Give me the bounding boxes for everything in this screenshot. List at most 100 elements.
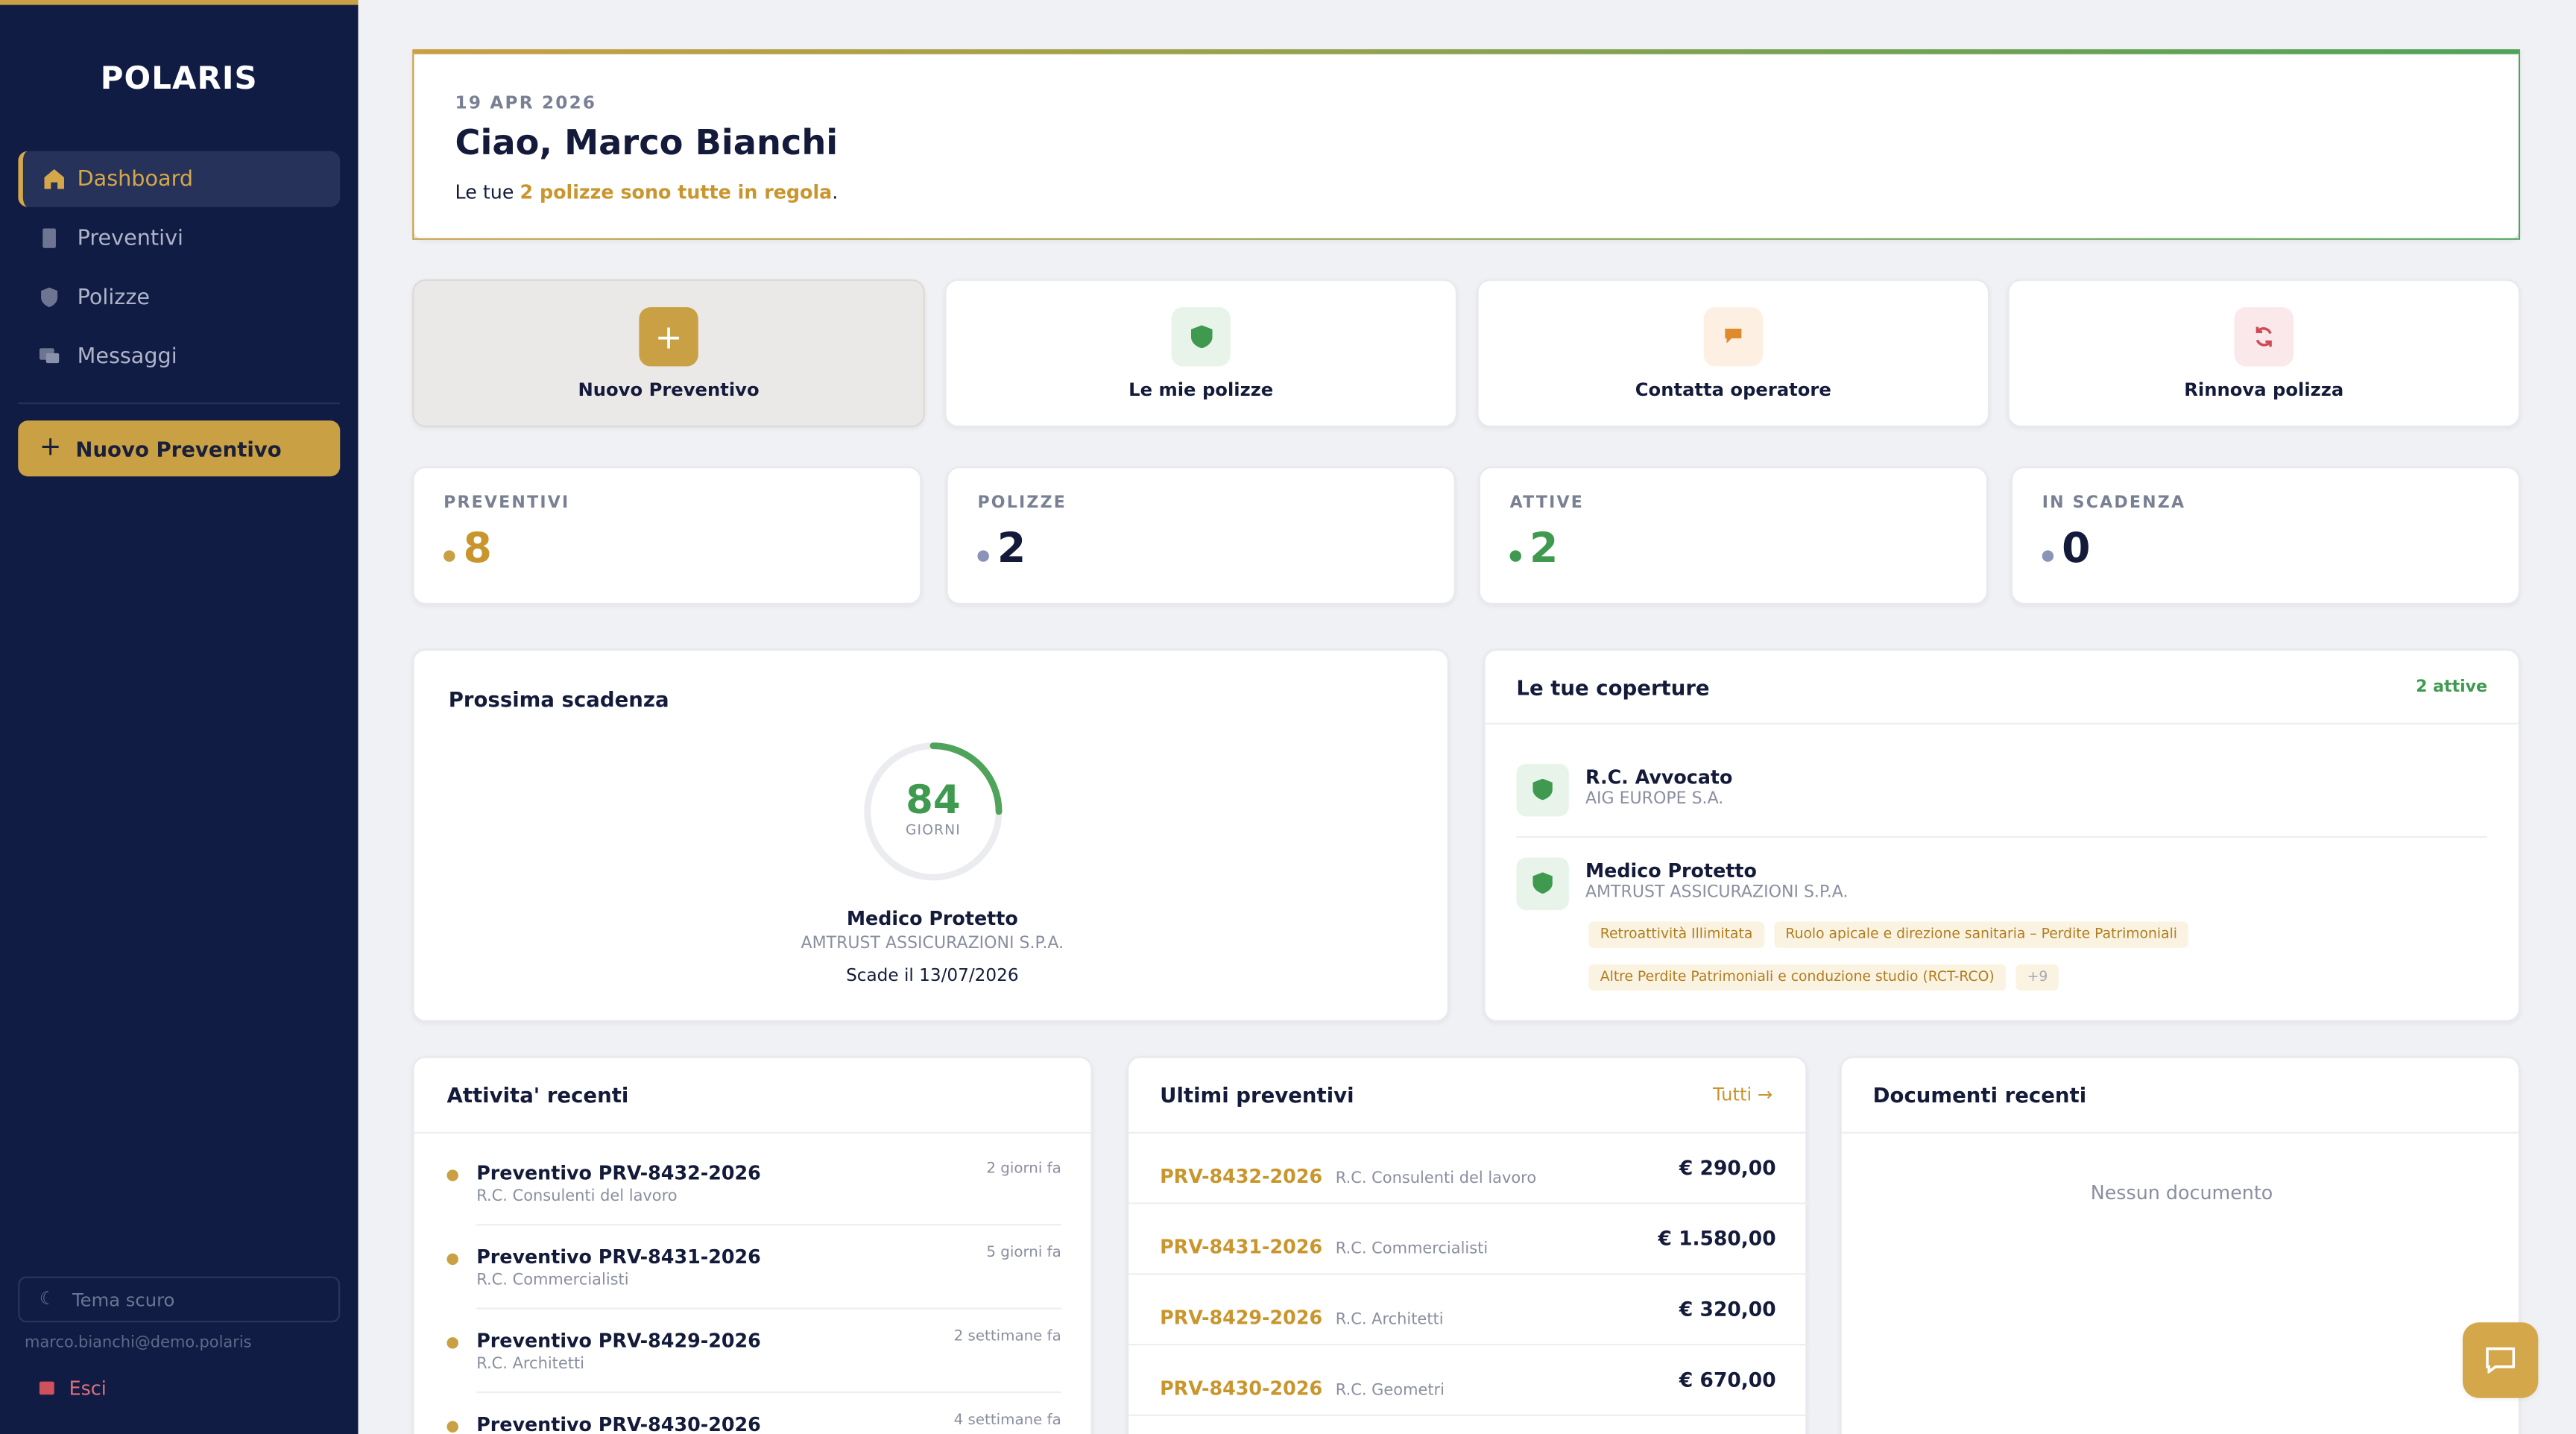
icon: + (639, 307, 698, 367)
stat-label: PREVENTIVI (443, 494, 570, 513)
divider (476, 1224, 1061, 1226)
quote-row[interactable]: PRV-8432-2026 R.C. Consulenti del lavoro €… (1128, 1134, 1809, 1204)
coverage-name: Medico Protetto (1585, 859, 1757, 882)
divider (1128, 1273, 1809, 1275)
divider (1128, 1414, 1809, 1416)
card-title: Attivita' recenti (446, 1082, 629, 1108)
logo[interactable]: POLARIS (100, 60, 258, 98)
quote-amount: € 1.580,00 (1658, 1227, 1776, 1251)
user-email: marco.bianchi@demo.polaris (25, 1333, 252, 1352)
activity-item[interactable]: Preventivo PRV-8429-2026 R.C. Architetti 2… (414, 1329, 1093, 1408)
stat-label: ATTIVE (1509, 494, 1585, 513)
icon (39, 348, 60, 364)
logout-label: Esci (69, 1377, 107, 1400)
expiry-date: Scade il 13/07/2026 (846, 966, 1019, 986)
quote-line: PRV-8429-2026 R.C. Architetti (1160, 1299, 1443, 1330)
separator (18, 402, 341, 405)
text: . (832, 180, 839, 204)
activity-item[interactable]: Preventivo PRV-8430-2026 4 settimane fa (414, 1413, 1093, 1434)
activity-subtitle: R.C. Commercialisti (476, 1271, 629, 1290)
quote-amount: € 670,00 (1679, 1368, 1776, 1392)
quotes-card: Ultimi preventivi Tutti → PRV-8432-2026 R… (1127, 1056, 1809, 1434)
stat-card: PREVENTIVI 8 (412, 466, 922, 605)
nav-item[interactable]: Dashboard (18, 151, 341, 207)
quote-row[interactable]: PRV-8430-2026 R.C. Geometri € 670,00 (1128, 1345, 1809, 1416)
action-card[interactable]: + Nuovo Preventivo (412, 279, 925, 428)
action-card[interactable]: Le mie polizze (944, 279, 1458, 428)
stat-value: 2 (1530, 524, 1559, 572)
stat-card: POLIZZE 2 (946, 466, 1456, 605)
nav-item[interactable]: Preventivi (18, 210, 340, 266)
action-card[interactable]: Rinnova polizza (2007, 279, 2521, 428)
stat-value: 0 (2062, 524, 2091, 572)
action-label: Contatta operatore (1635, 379, 1831, 401)
divider (476, 1307, 1061, 1310)
nav-item[interactable]: Messaggi (18, 329, 340, 385)
divider (1841, 1131, 2519, 1134)
quote-line: PRV-8432-2026 R.C. Consulenti del lavoro (1160, 1158, 1536, 1190)
quote-amount: € 320,00 (1679, 1298, 1776, 1321)
icon (42, 228, 56, 248)
dot (977, 550, 989, 562)
activity-time: 4 settimane fa (953, 1412, 1061, 1430)
nav-label: Dashboard (77, 166, 194, 192)
quote-line: PRV-8430-2026 R.C. Geometri (1160, 1370, 1445, 1401)
quote-code: PRV-8431-2026 (1160, 1235, 1323, 1259)
status-dot (446, 1337, 458, 1349)
nav-label: Messaggi (77, 344, 177, 369)
action-label: Rinnova polizza (2184, 379, 2344, 401)
new-quote-button[interactable]: + Nuovo Preventivo (18, 420, 341, 477)
status-dot (446, 1253, 458, 1266)
nav-label: Polizze (77, 285, 151, 310)
card-title: Ultimi preventivi (1160, 1082, 1354, 1108)
activity-time: 5 giorni fa (986, 1245, 1061, 1262)
activity-title: Preventivo PRV-8429-2026 (476, 1329, 761, 1352)
activity-card: Attivita' recenti Preventivo PRV-8432-20… (412, 1056, 1093, 1434)
quote-product: R.C. Commercialisti (1335, 1240, 1489, 1259)
nav-item[interactable]: Polizze (18, 269, 340, 325)
theme-toggle[interactable]: ☾ Tema scuro (18, 1276, 341, 1323)
activity-item[interactable]: Preventivo PRV-8431-2026 R.C. Commerciali… (414, 1245, 1093, 1324)
activity-item[interactable]: Preventivo PRV-8432-2026 R.C. Consulenti … (414, 1161, 1093, 1240)
stat-card: IN SCADENZA 0 (2010, 466, 2521, 605)
quote-row[interactable]: PRV-8429-2026 R.C. Architetti € 320,00 (1128, 1275, 1809, 1346)
tag: Retroattività Illimitata (1588, 921, 1764, 948)
card-title: Documenti recenti (1872, 1082, 2087, 1108)
expiry-card: Prossima scadenza 84 GIORNI Medico Prote… (412, 648, 1450, 1022)
tag: Ruolo apicale e direzione sanitaria – Pe… (1773, 921, 2189, 948)
toggle-label: Tema scuro (72, 1289, 175, 1310)
policy-name: Medico Protetto (846, 906, 1018, 930)
tag: Altre Perdite Patrimoniali e conduzione … (1588, 964, 2007, 991)
icon (44, 169, 64, 189)
icon: ☾ (39, 1288, 56, 1310)
empty-state: Nessun documento (2090, 1181, 2273, 1204)
highlight: 2 polizze sono tutte in regola (520, 180, 833, 204)
quote-row[interactable]: PRV-8431-2026 R.C. Commercialisti € 1.580,… (1128, 1204, 1809, 1275)
logout[interactable]: Esci (39, 1377, 107, 1400)
tag-more[interactable]: +9 (2015, 964, 2059, 991)
button-label: Nuovo Preventivo (75, 436, 282, 461)
stat-label: IN SCADENZA (2042, 494, 2186, 513)
icon (1703, 307, 1763, 367)
activity-title: Preventivo PRV-8430-2026 (476, 1412, 761, 1434)
action-card[interactable]: Contatta operatore (1477, 279, 1990, 428)
divider (1128, 1131, 1806, 1134)
activity-title: Preventivo PRV-8432-2026 (476, 1161, 761, 1185)
action-label: Le mie polizze (1128, 379, 1274, 401)
days: 84 (906, 777, 961, 824)
activity-subtitle: R.C. Architetti (476, 1355, 585, 1374)
coverage-icon (1516, 763, 1569, 817)
quote-code: PRV-8430-2026 (1160, 1377, 1323, 1400)
documents-card: Documenti recenti Nessun documento (1840, 1056, 2521, 1434)
activity-subtitle: R.C. Consulenti del lavoro (476, 1187, 678, 1206)
quote-product: R.C. Consulenti del lavoro (1335, 1169, 1537, 1188)
countdown-ring (864, 742, 1003, 881)
card-title: Prossima scadenza (448, 686, 669, 712)
summary: Le tue 2 polizze sono tutte in regola. (455, 180, 839, 203)
chat-button[interactable] (2462, 1322, 2539, 1398)
see-all-link[interactable]: Tutti → (1712, 1084, 1773, 1106)
divider (476, 1391, 1061, 1394)
date: 19 APR 2026 (455, 93, 597, 114)
icon: + (39, 430, 62, 462)
